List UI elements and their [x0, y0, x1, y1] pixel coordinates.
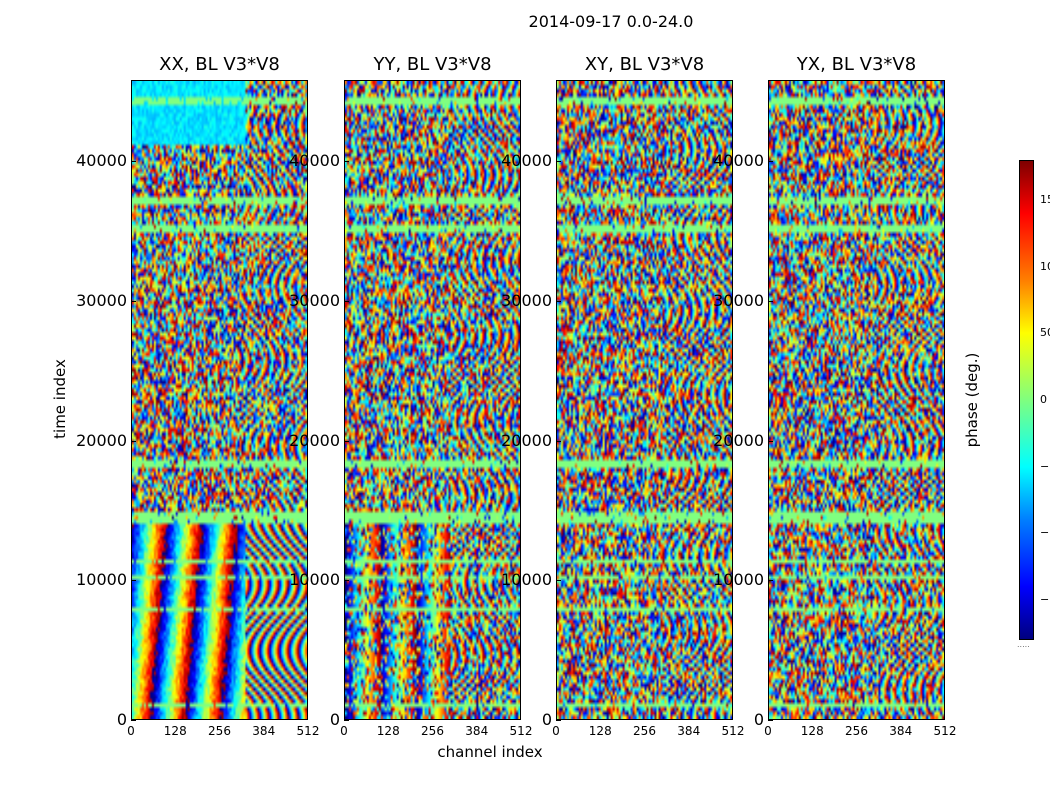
y-tick-label: 30000: [289, 290, 340, 310]
y-tick-mark: [131, 720, 136, 721]
x-tick-label: 256: [633, 724, 656, 738]
y-tick-mark: [556, 440, 561, 442]
y-tick-label: 40000: [501, 151, 552, 171]
colorbar-tick-label: 50: [1040, 326, 1050, 340]
y-tick-label: 10000: [76, 570, 127, 590]
colorbar-footer: .....: [1017, 640, 1030, 649]
heatmap-panel-1: [344, 80, 521, 720]
y-tick-mark: [344, 161, 349, 163]
y-tick-label: 20000: [289, 430, 340, 450]
x-tick-label: 128: [800, 724, 824, 738]
heatmap-image-1: [345, 81, 520, 719]
colorbar-tick-label: −150: [1040, 593, 1050, 606]
y-tick-label: 0: [116, 710, 127, 729]
panel-title-2: XY, BL V3*V8: [584, 54, 705, 75]
x-axis-title: channel index: [437, 743, 543, 761]
heatmap-image-3: [769, 81, 944, 719]
y-tick-mark: [131, 300, 136, 302]
figure-title: 2014-09-17 0.0-24.0: [528, 12, 694, 31]
x-tick-label: 0: [552, 724, 560, 738]
heatmap-panel-2: [556, 80, 733, 720]
y-tick-mark: [131, 161, 136, 163]
y-tick-label: 10000: [501, 570, 552, 590]
y-tick-mark: [556, 161, 561, 163]
y-tick-label: 20000: [713, 430, 764, 450]
y-tick-mark: [344, 440, 349, 442]
y-tick-label: 10000: [713, 570, 764, 590]
colorbar-tick-label: −50: [1040, 459, 1050, 473]
heatmap-panel-0: [131, 80, 308, 720]
y-tick-mark: [131, 440, 136, 442]
y-tick-mark: [768, 720, 773, 721]
y-tick-label: 30000: [501, 290, 552, 310]
x-tick-label: 256: [845, 724, 868, 738]
y-axis-title: time index: [51, 359, 69, 439]
y-tick-label: 30000: [713, 290, 764, 310]
x-tick-label: 512: [296, 724, 320, 738]
panel-title-1: YY, BL V3*V8: [373, 54, 492, 75]
y-tick-label: 0: [753, 710, 764, 729]
x-tick-label: 512: [509, 724, 533, 738]
colorbar: [1019, 160, 1034, 640]
colorbar-tick-label: 0: [1040, 393, 1047, 406]
heatmap-image-0: [132, 81, 307, 719]
x-tick-label: 128: [376, 724, 400, 738]
x-tick-label: 384: [252, 724, 276, 738]
y-tick-mark: [556, 300, 561, 302]
x-tick-label: 0: [127, 724, 135, 738]
y-tick-mark: [344, 580, 349, 582]
y-tick-label: 10000: [289, 570, 340, 590]
y-tick-label: 0: [541, 710, 552, 729]
y-tick-mark: [131, 580, 136, 582]
panel-title-0: XX, BL V3*V8: [159, 54, 280, 75]
x-tick-label: 0: [764, 724, 772, 738]
heatmap-image-2: [557, 81, 732, 719]
x-tick-label: 384: [465, 724, 489, 738]
y-tick-label: 40000: [289, 151, 340, 171]
y-tick-label: 20000: [76, 430, 127, 450]
heatmap-panel-3: [768, 80, 945, 720]
colorbar-label: phase (deg.): [963, 352, 981, 448]
y-tick-label: 40000: [76, 151, 127, 171]
y-tick-mark: [556, 720, 561, 721]
y-tick-mark: [344, 300, 349, 302]
colorbar-tick-label: 100: [1040, 259, 1050, 273]
y-tick-label: 30000: [76, 290, 127, 310]
x-tick-label: 384: [677, 724, 701, 738]
y-tick-label: 20000: [501, 430, 552, 450]
y-tick-mark: [344, 720, 349, 721]
y-tick-label: 0: [329, 710, 340, 729]
colorbar-tick-label: −100: [1040, 526, 1050, 540]
y-tick-mark: [556, 580, 561, 582]
colorbar-tick-label: 150: [1040, 193, 1050, 206]
x-tick-label: 512: [721, 724, 745, 738]
x-tick-label: 512: [933, 724, 957, 738]
x-tick-label: 256: [208, 724, 231, 738]
x-tick-label: 128: [588, 724, 612, 738]
y-tick-mark: [768, 161, 773, 163]
y-tick-label: 40000: [713, 151, 764, 171]
y-tick-mark: [768, 580, 773, 582]
x-tick-label: 256: [421, 724, 444, 738]
panel-title-3: YX, BL V3*V8: [796, 54, 917, 75]
x-tick-label: 128: [163, 724, 187, 738]
x-tick-label: 384: [889, 724, 913, 738]
x-tick-label: 0: [340, 724, 348, 738]
y-tick-mark: [768, 440, 773, 442]
y-tick-mark: [768, 300, 773, 302]
